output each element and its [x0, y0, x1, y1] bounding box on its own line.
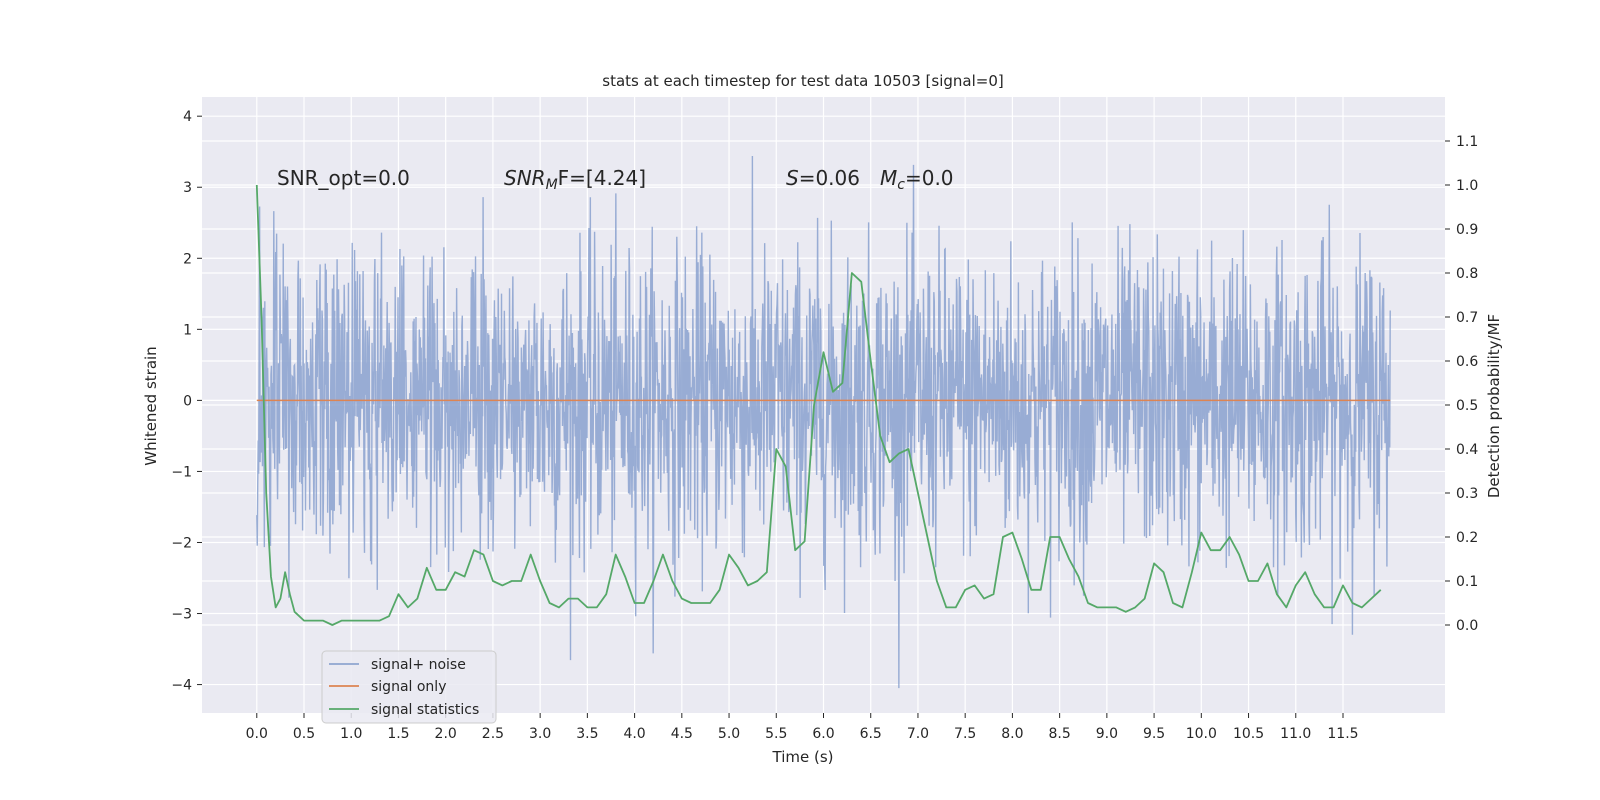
y-left-tick-label: −3: [171, 607, 192, 623]
x-tick-label: 0.0: [246, 726, 268, 742]
y-left-tick-label: −2: [171, 535, 192, 551]
y-left-tick-label: −1: [171, 464, 192, 480]
y-left-axis-ticks: −4 −3 −2 −1 0 1 2 3 4: [171, 109, 202, 694]
y-right-tick-label: 0.5: [1456, 398, 1478, 414]
mc-value: =0.0: [905, 166, 954, 190]
x-tick-label: 7.5: [954, 726, 976, 742]
y-left-axis-label: Whitened strain: [142, 346, 160, 465]
legend-stat-label: signal statistics: [371, 702, 479, 718]
legend: signal+ noise signal only signal statist…: [321, 650, 497, 724]
y-left-tick-label: 3: [183, 180, 192, 196]
noise-series: [256, 156, 1391, 689]
legend-box: [321, 650, 497, 724]
x-tick-label: 10.5: [1233, 726, 1264, 742]
x-tick-label: 2.5: [482, 726, 504, 742]
x-tick-label: 4.5: [671, 726, 693, 742]
s-annotation: S=0.06: [786, 166, 860, 190]
chart-title: stats at each timestep for test data 105…: [602, 72, 1003, 90]
snr-mf-rest: F=[4.24]: [558, 166, 646, 190]
snr-mf-main: SNR: [504, 166, 546, 190]
x-tick-label: 5.0: [718, 726, 740, 742]
stat-series: [255, 184, 1382, 626]
y-left-tick-label: 4: [183, 109, 192, 125]
y-right-tick-label: 0.2: [1456, 530, 1478, 546]
x-tick-label: 10.0: [1186, 726, 1217, 742]
x-tick-label: 3.5: [576, 726, 598, 742]
x-tick-label: 2.0: [435, 726, 457, 742]
y-left-tick-label: 0: [183, 393, 192, 409]
y-left-tick-label: 2: [183, 251, 192, 267]
x-tick-label: 8.5: [1048, 726, 1070, 742]
mc-annotation: Mc=0.0: [880, 166, 954, 193]
y-right-tick-label: 0.9: [1456, 222, 1478, 238]
x-tick-label: 9.0: [1096, 726, 1118, 742]
mc-main: M: [880, 166, 897, 190]
mc-sub: c: [897, 177, 905, 193]
snr-opt-annotation: SNR_opt=0.0: [277, 166, 410, 190]
y-right-tick-label: 0.7: [1456, 310, 1478, 326]
y-right-axis-ticks: 0.0 0.1 0.2 0.3 0.4 0.5 0.6 0.7 0.8 0.9 1.0 1.1: [1445, 134, 1478, 634]
y-right-tick-label: 1.1: [1456, 134, 1478, 150]
snr-mf-annotation: SNRMF=[4.24]: [504, 166, 646, 193]
legend-noise-label: signal+ noise: [371, 657, 466, 673]
y-right-tick-label: 1.0: [1456, 178, 1478, 194]
x-axis-ticks: 0.0 0.5 1.0 1.5 2.0 2.5 3.0 3.5 4.0 4.5 5.0 5.5 6.0 6…: [246, 713, 1359, 742]
snr-mf-sub: M: [546, 177, 558, 193]
y-left-tick-label: −4: [171, 678, 192, 694]
x-tick-label: 8.0: [1001, 726, 1023, 742]
x-tick-label: 5.5: [765, 726, 787, 742]
legend-signal-label: signal only: [371, 679, 446, 695]
x-tick-label: 6.5: [860, 726, 882, 742]
s-value: =0.06: [799, 166, 860, 190]
y-right-tick-label: 0.8: [1456, 266, 1478, 282]
y-right-tick-label: 0.6: [1456, 354, 1478, 370]
x-tick-label: 9.5: [1143, 726, 1165, 742]
x-tick-label: 6.0: [812, 726, 834, 742]
x-tick-label: 7.0: [907, 726, 929, 742]
x-axis-label: Time (s): [772, 748, 834, 766]
x-tick-label: 4.0: [623, 726, 645, 742]
x-tick-label: 0.5: [293, 726, 315, 742]
y-right-tick-label: 0.4: [1456, 442, 1478, 458]
y-right-tick-label: 0.0: [1456, 618, 1478, 634]
stat-line: [255, 184, 1382, 626]
x-tick-label: 11.5: [1327, 726, 1358, 742]
noise-line: [256, 156, 1391, 689]
x-tick-label: 1.0: [340, 726, 362, 742]
x-tick-label: 3.0: [529, 726, 551, 742]
x-tick-label: 11.0: [1280, 726, 1311, 742]
x-tick-label: 1.5: [387, 726, 409, 742]
y-right-tick-label: 0.3: [1456, 486, 1478, 502]
s-label: S: [786, 166, 799, 190]
y-right-axis-label: Detection probability/MF: [1485, 314, 1503, 498]
y-right-tick-label: 0.1: [1456, 574, 1478, 590]
y-left-tick-label: 1: [183, 322, 192, 338]
